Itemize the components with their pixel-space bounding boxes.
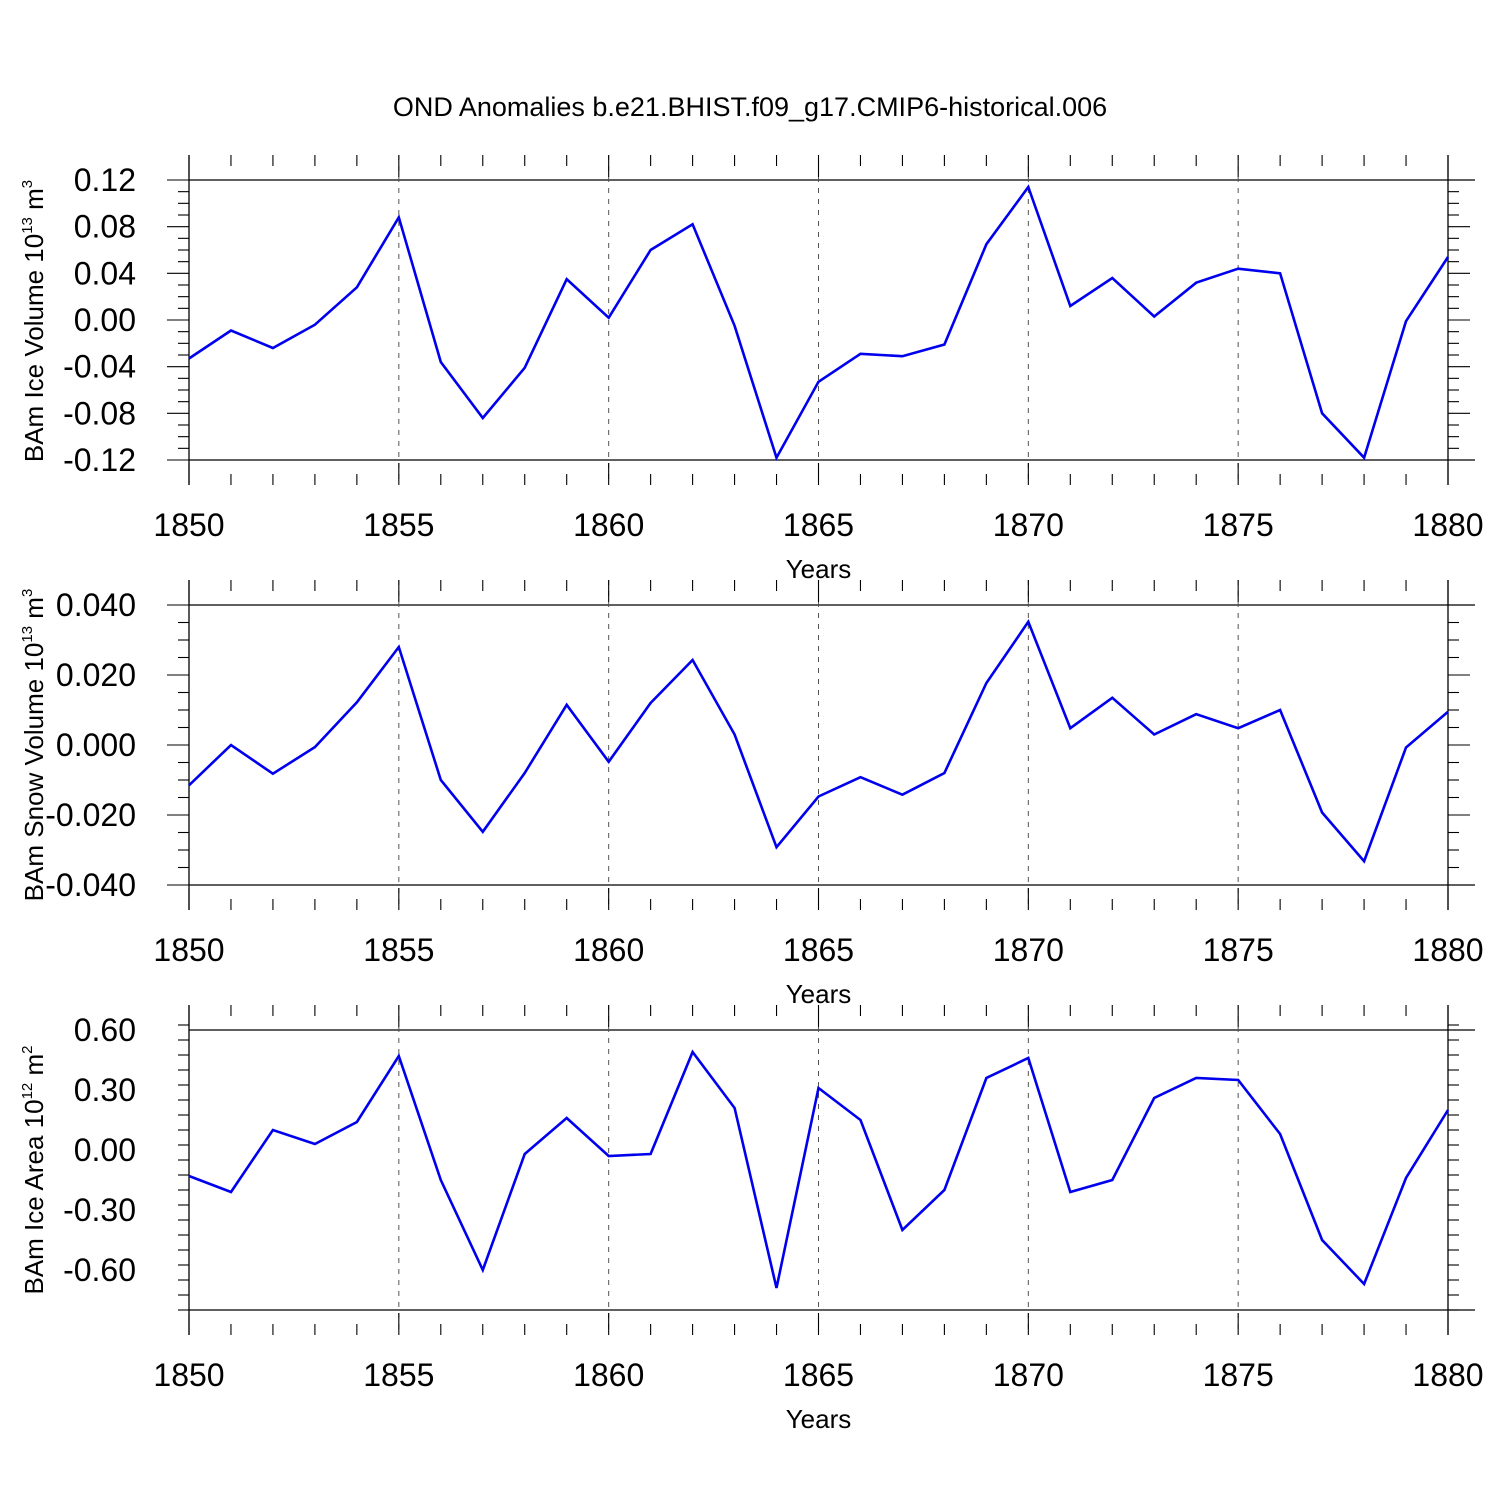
y-axis-title-exp: 13 [19, 217, 36, 234]
x-tick-label: 1865 [783, 932, 854, 968]
y-axis-title-unit: m [19, 1054, 49, 1083]
y-tick-label: 0.60 [74, 1012, 136, 1048]
y-tick-label: 0.020 [56, 657, 136, 693]
x-tick-label: 1860 [573, 932, 644, 968]
x-axis-title: Years [786, 554, 852, 584]
x-axis-title: Years [786, 1404, 852, 1434]
x-tick-label: 1855 [363, 507, 434, 543]
x-tick-label: 1855 [363, 1357, 434, 1393]
y-tick-label: 0.040 [56, 587, 136, 623]
y-axis-title-unit: m [19, 188, 49, 217]
y-tick-label: 0.08 [74, 209, 136, 245]
x-tick-label: 1850 [153, 507, 224, 543]
panel-3: -0.60 -0.30 0.00 0.30 0.60 1850 1855 1860 1865 18… [19, 1005, 1484, 1434]
x-tick-label: 1880 [1412, 1357, 1483, 1393]
y-tick-label: 0.04 [74, 255, 136, 291]
x-tick-label: 1870 [993, 932, 1064, 968]
x-tick-label: 1860 [573, 1357, 644, 1393]
x-tick-label: 1880 [1412, 932, 1483, 968]
x-tick-label: 1880 [1412, 507, 1483, 543]
x-tick-label: 1870 [993, 1357, 1064, 1393]
y-tick-label: 0.30 [74, 1072, 136, 1108]
figure-title: OND Anomalies b.e21.BHIST.f09_g17.CMIP6-… [393, 92, 1107, 122]
y-tick-label: -0.30 [63, 1192, 136, 1228]
x-tick-label: 1865 [783, 1357, 854, 1393]
y-tick-label: -0.040 [45, 867, 136, 903]
y-axis-title: BAm Ice Volume 1013 m3 [19, 180, 49, 462]
x-tick-label: 1875 [1203, 1357, 1274, 1393]
y-tick-label: 0.12 [74, 162, 136, 198]
x-tick-label: 1875 [1203, 507, 1274, 543]
y-tick-label: -0.60 [63, 1252, 136, 1288]
y-axis-title-main: BAm Snow Volume 10 [19, 643, 49, 902]
y-axis-title: BAm Snow Volume 1013 m3 [19, 589, 49, 902]
y-tick-label: -0.12 [63, 442, 136, 478]
y-axis-title-unit: m [19, 597, 49, 626]
x-axis-title: Years [786, 979, 852, 1009]
y-tick-label: -0.020 [45, 797, 136, 833]
y-axis-title-unit_exp: 3 [19, 180, 36, 188]
panel-2: -0.040 -0.020 0.000 0.020 0.040 1850 1855 1860 1… [19, 580, 1484, 1009]
series-line [188, 184, 1450, 461]
x-tick-label: 1850 [153, 1357, 224, 1393]
x-tick-label: 1860 [573, 507, 644, 543]
series-line [188, 619, 1449, 864]
y-tick-label: -0.08 [63, 395, 136, 431]
y-axis-title-main: BAm Ice Area 10 [19, 1099, 49, 1294]
series-line [188, 1049, 1450, 1289]
panel-1: -0.12 -0.08 -0.04 0.00 0.04 0.08 0.12 1850 1855 1… [19, 155, 1484, 584]
x-tick-label: 1855 [363, 932, 434, 968]
x-tick-label: 1875 [1203, 932, 1274, 968]
y-axis-title-unit_exp: 3 [19, 589, 36, 597]
y-axis-title-unit_exp: 2 [19, 1045, 36, 1053]
y-tick-label: 0.00 [74, 302, 136, 338]
y-axis-title: BAm Ice Area 1012 m2 [19, 1045, 49, 1294]
y-tick-label: 0.000 [56, 727, 136, 763]
y-axis-title-exp: 13 [19, 626, 36, 643]
x-tick-label: 1870 [993, 507, 1064, 543]
x-tick-label: 1850 [153, 932, 224, 968]
y-tick-label: 0.00 [74, 1132, 136, 1168]
x-tick-label: 1865 [783, 507, 854, 543]
y-axis-title-main: BAm Ice Volume 10 [19, 234, 49, 462]
y-tick-label: -0.04 [63, 349, 136, 385]
y-axis-title-exp: 12 [19, 1083, 36, 1100]
